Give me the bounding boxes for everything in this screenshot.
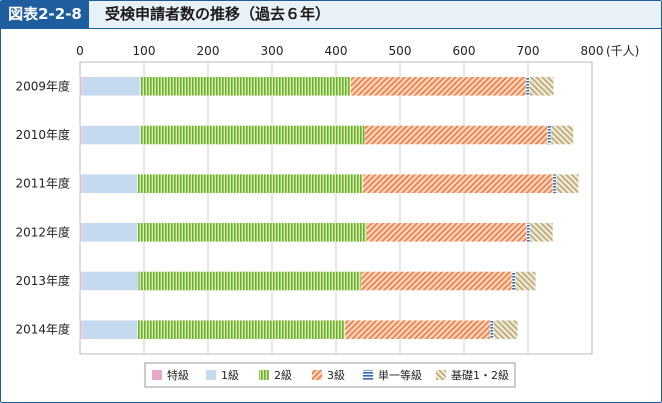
bar-segment <box>138 271 362 291</box>
bar-segment <box>515 271 536 291</box>
bar-segment <box>79 271 83 291</box>
bar-segment <box>137 173 364 194</box>
bar-segment <box>529 76 554 97</box>
y-category-label: 2010年度 <box>15 127 70 142</box>
bar-segment <box>81 271 139 291</box>
bar-segment <box>526 222 531 243</box>
legend-label: 3級 <box>327 369 345 382</box>
bar-segment <box>79 125 83 145</box>
bar-segment <box>79 76 83 97</box>
x-unit-label: (千人) <box>606 44 639 58</box>
bar-segment <box>81 125 141 145</box>
bar-segment <box>81 319 138 340</box>
figure-title: 受検申請者数の推移（過去６年） <box>105 5 331 23</box>
bar-segment <box>511 271 516 291</box>
bar-segment <box>79 222 83 243</box>
bar-segment <box>344 319 491 340</box>
legend-label: 単一等級 <box>378 368 422 382</box>
x-tick-label: 600 <box>453 44 476 58</box>
x-tick-label: 500 <box>389 44 412 58</box>
x-tick-label: 200 <box>197 44 220 58</box>
bar-segment <box>81 76 141 97</box>
bar-segment <box>79 319 83 340</box>
legend-swatch <box>436 370 446 380</box>
bar-segment <box>490 319 494 340</box>
bar-segment <box>366 222 527 243</box>
bar-segment <box>547 125 552 145</box>
x-tick-label: 0 <box>76 44 84 58</box>
bar-segment <box>364 125 549 145</box>
legend-swatch <box>363 370 373 380</box>
y-category-label: 2009年度 <box>15 78 70 93</box>
figure-header: 図表2-2-8 受検申請者数の推移（過去６年） <box>1 1 661 29</box>
bar-segment <box>139 125 366 145</box>
x-tick-label: 800 <box>581 44 604 58</box>
x-tick-label: 400 <box>325 44 348 58</box>
x-tick-label: 100 <box>133 44 156 58</box>
y-category-label: 2011年度 <box>15 176 70 191</box>
figure-number-badge: 図表2-2-8 <box>1 1 89 28</box>
bar-segment <box>493 319 518 340</box>
bar-segment <box>550 125 574 145</box>
y-category-label: 2012年度 <box>15 224 70 239</box>
legend-swatch <box>152 370 162 380</box>
bar-segment <box>360 271 513 291</box>
bar-segment <box>81 222 138 243</box>
bar-segment <box>139 76 351 97</box>
bar-segment <box>137 222 367 243</box>
bar-segment <box>529 222 554 243</box>
legend-label: 基礎1・2級 <box>451 369 509 382</box>
legend-swatch <box>206 370 216 380</box>
bar-segment <box>552 173 557 194</box>
y-category-label: 2014年度 <box>15 322 70 337</box>
bar-segment <box>555 173 579 194</box>
bar-segment <box>137 319 346 340</box>
y-category-label: 2013年度 <box>15 273 70 288</box>
x-tick-label: 300 <box>261 44 284 58</box>
x-tick-label: 700 <box>517 44 540 58</box>
legend-label: 2級 <box>274 369 292 382</box>
legend-swatch <box>312 370 322 380</box>
bar-segment <box>79 173 83 194</box>
bar-segment <box>81 173 138 194</box>
legend-label: 特級 <box>167 368 189 382</box>
bar-segment <box>525 76 530 97</box>
bar-segment <box>350 76 527 97</box>
bar-segment <box>362 173 554 194</box>
legend-swatch <box>259 370 269 380</box>
legend-label: 1級 <box>221 369 239 382</box>
